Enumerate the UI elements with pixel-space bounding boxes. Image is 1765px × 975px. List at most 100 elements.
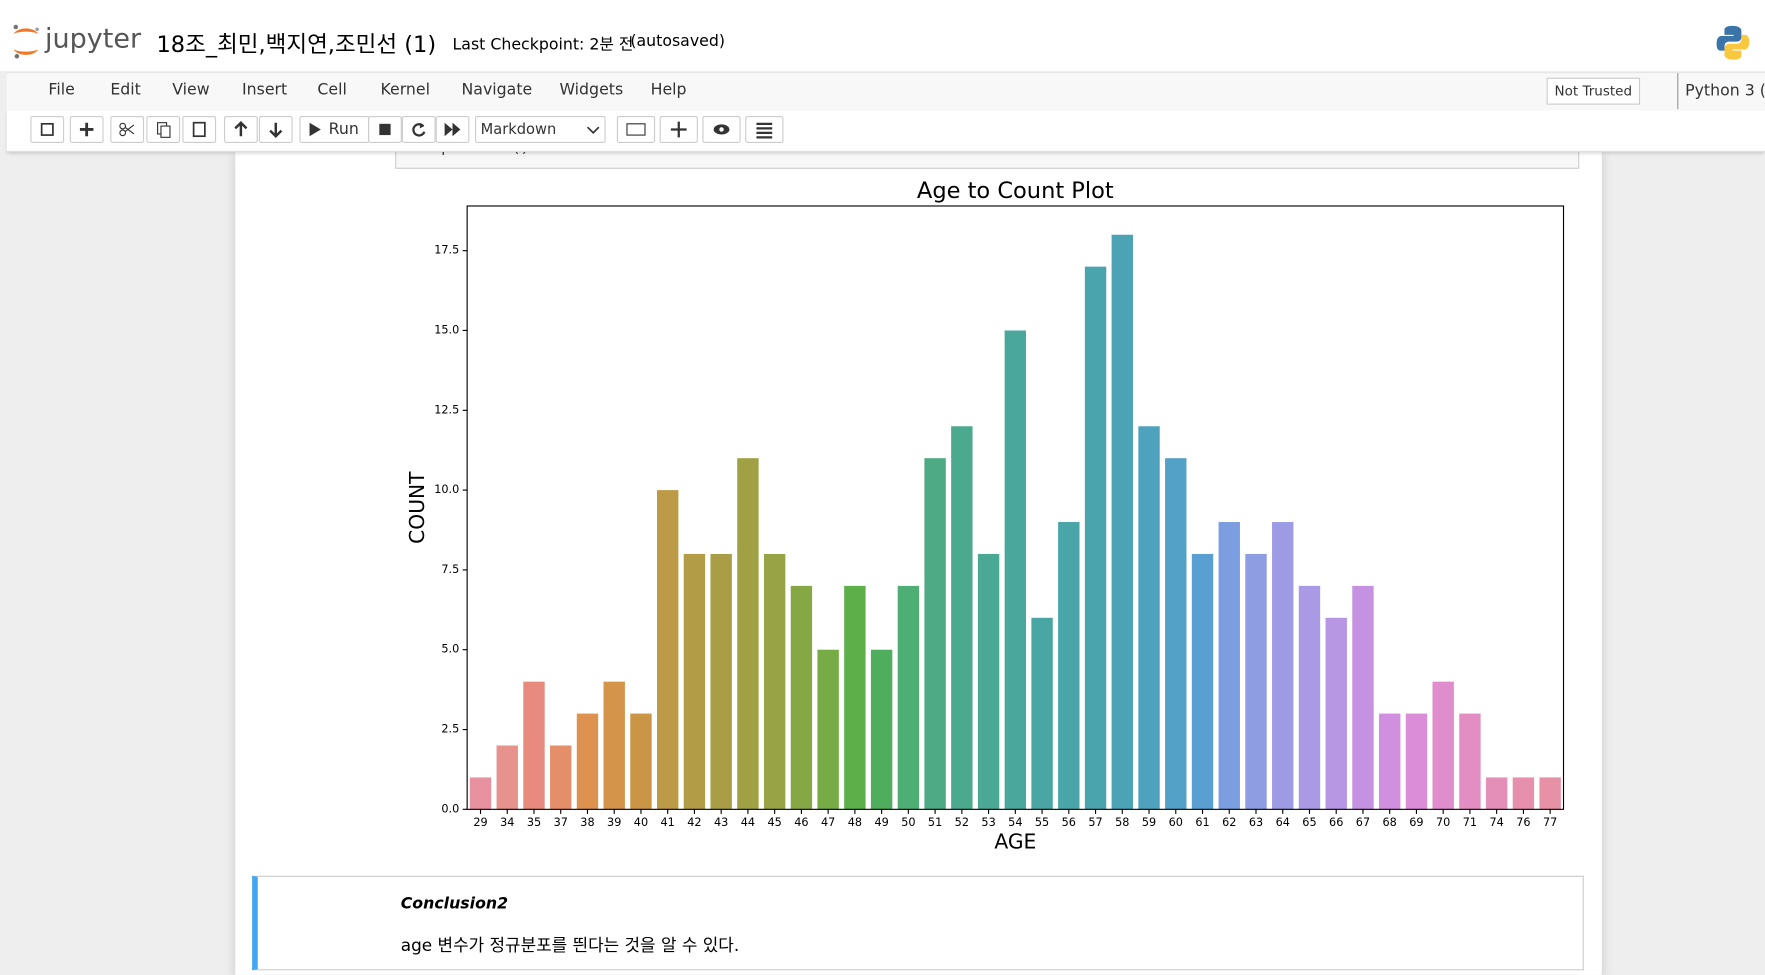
interrupt-button[interactable]: [368, 115, 402, 143]
bar: [1272, 522, 1294, 810]
bar: [1539, 777, 1561, 810]
jupyter-logo-icon: [13, 24, 39, 59]
menu-item[interactable]: Edit: [110, 81, 141, 100]
x-tick-label: 49: [874, 816, 888, 829]
x-tick-label: 77: [1543, 816, 1557, 829]
x-tick-label: 29: [473, 816, 487, 829]
bar: [1432, 681, 1454, 810]
preview-button[interactable]: [702, 115, 741, 143]
menu-item[interactable]: Help: [650, 81, 687, 100]
bar: [844, 585, 866, 810]
cell-type-select[interactable]: Markdown: [475, 115, 606, 143]
bar: [1138, 426, 1160, 810]
y-tick-label: 10.0: [434, 483, 459, 496]
x-tick-label: 52: [955, 816, 969, 829]
y-tick-label: 17.5: [434, 244, 459, 257]
trust-indicator[interactable]: Not Trusted: [1546, 77, 1640, 105]
menu-bar: Not Trusted Python 3 (ip File Edit View Ins…: [6, 72, 1765, 112]
menu-item[interactable]: Kernel: [380, 81, 430, 100]
notebook-title[interactable]: 18조_최민,백지연,조민선 (1): [156, 30, 437, 58]
x-tick-label: 62: [1222, 816, 1236, 829]
notebook-container: plt.show() Age to Count PlotAGECOUNT0.02…: [235, 145, 1602, 975]
bar: [1405, 713, 1428, 810]
bar: [951, 426, 973, 810]
markdown-heading: Conclusion2: [400, 894, 509, 913]
x-tick-label: 53: [981, 816, 995, 829]
x-tick-label: 58: [1115, 816, 1129, 829]
run-button[interactable]: Run: [299, 115, 370, 143]
bar: [1058, 522, 1080, 810]
x-tick-label: 74: [1489, 816, 1503, 829]
bar: [763, 553, 786, 810]
menu-item[interactable]: Widgets: [559, 81, 624, 100]
bar: [870, 649, 893, 810]
toolbar: Run Markdown: [6, 110, 1765, 152]
bar: [737, 458, 759, 810]
save-button[interactable]: [30, 115, 65, 143]
header: jupyter 18조_최민,백지연,조민선 (1) Last Checkpoi…: [0, 0, 1765, 71]
x-tick-label: 67: [1356, 816, 1370, 829]
cut-button[interactable]: [110, 115, 145, 143]
chart: Age to Count Plot AGE COUNT 0.0 2.5 5.0 7.5 10.…: [405, 178, 1565, 854]
bar: [977, 553, 1000, 810]
bar: [469, 777, 492, 810]
menu-item[interactable]: Navigate: [461, 81, 533, 100]
x-tick-label: 66: [1329, 816, 1343, 829]
x-axis-label: AGE: [994, 830, 1036, 854]
x-tick-label: 76: [1516, 816, 1530, 829]
python-logo: [1716, 25, 1750, 60]
menu-item[interactable]: Cell: [317, 81, 347, 100]
bar: [1325, 617, 1347, 810]
bar: [1298, 585, 1321, 810]
bar: [1111, 234, 1133, 810]
bar: [496, 745, 518, 810]
x-tick-label: 71: [1463, 816, 1477, 829]
bar: [1459, 713, 1481, 810]
bar: [576, 713, 599, 810]
toc-button[interactable]: [745, 115, 784, 143]
x-tick-label: 45: [767, 816, 781, 829]
y-tick-label: 0.0: [441, 802, 459, 815]
x-tick-label: 68: [1383, 816, 1397, 829]
plot-frame: [466, 205, 1565, 810]
x-tick-label: 70: [1436, 816, 1450, 829]
bar: [1379, 713, 1401, 810]
bar: [924, 458, 946, 810]
run-all-button[interactable]: [435, 115, 470, 143]
x-tick-label: 64: [1276, 816, 1290, 829]
checkpoint: Last Checkpoint: 2분 전: [452, 36, 634, 55]
copy-button[interactable]: [146, 115, 181, 143]
kernel-indicator[interactable]: Python 3 (ip: [1677, 73, 1765, 110]
logo-text[interactable]: jupyter: [45, 22, 142, 55]
bar: [897, 585, 920, 810]
menu-item[interactable]: View: [172, 81, 210, 100]
bar: [550, 745, 572, 810]
x-tick-label: 35: [527, 816, 541, 829]
move-button[interactable]: [659, 115, 698, 143]
x-tick-label: 47: [821, 816, 835, 829]
x-tick-label: 38: [580, 816, 594, 829]
menu-item[interactable]: File: [48, 81, 75, 100]
markdown-text: age 변수가 정규분포를 띈다는 것을 알 수 있다.: [400, 935, 740, 956]
bar: [683, 553, 706, 810]
x-tick-label: 63: [1249, 816, 1263, 829]
move-down-button[interactable]: [258, 115, 293, 143]
autosaved: (autosaved): [630, 32, 726, 51]
markdown-cell[interactable]: Conclusion2 age 변수가 정규분포를 띈다는 것을 알 수 있다.: [252, 875, 1584, 971]
x-tick-label: 55: [1035, 816, 1049, 829]
bar: [1084, 266, 1107, 810]
x-tick-label: 65: [1302, 816, 1316, 829]
bar: [1031, 617, 1053, 810]
x-tick-label: 48: [848, 816, 862, 829]
command-palette-button[interactable]: [616, 115, 656, 143]
run-label: Run: [328, 120, 359, 139]
bar: [1245, 553, 1267, 810]
restart-button[interactable]: [401, 115, 436, 143]
y-tick-label: 15.0: [434, 323, 459, 336]
move-up-button[interactable]: [224, 115, 258, 143]
paste-button[interactable]: [182, 115, 217, 143]
insert-button[interactable]: [69, 115, 104, 143]
chart-title: Age to Count Plot: [917, 178, 1114, 204]
bar: [603, 681, 625, 810]
menu-item[interactable]: Insert: [242, 81, 288, 100]
